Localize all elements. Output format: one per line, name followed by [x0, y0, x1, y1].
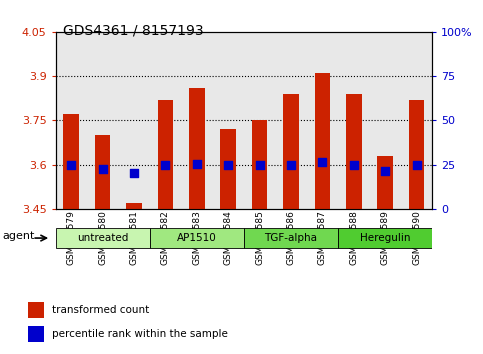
- Point: [256, 162, 264, 167]
- FancyBboxPatch shape: [150, 228, 244, 249]
- Point: [68, 162, 75, 167]
- Bar: [126, 203, 142, 209]
- Point: [350, 162, 357, 167]
- Bar: [28, 326, 44, 342]
- Point: [193, 161, 201, 167]
- FancyBboxPatch shape: [56, 228, 150, 249]
- Point: [319, 159, 327, 165]
- Point: [287, 162, 295, 167]
- FancyBboxPatch shape: [338, 228, 432, 249]
- Text: GDS4361 / 8157193: GDS4361 / 8157193: [63, 23, 203, 37]
- FancyBboxPatch shape: [244, 228, 338, 249]
- Bar: [377, 156, 393, 209]
- Bar: [220, 129, 236, 209]
- Bar: [283, 94, 299, 209]
- Text: transformed count: transformed count: [53, 305, 150, 315]
- Point: [130, 170, 138, 176]
- Point: [99, 166, 107, 172]
- Text: Heregulin: Heregulin: [360, 233, 411, 243]
- Bar: [28, 302, 44, 318]
- Bar: [252, 120, 268, 209]
- Text: untreated: untreated: [77, 233, 128, 243]
- Point: [412, 162, 420, 167]
- Text: agent: agent: [3, 231, 35, 241]
- Bar: [95, 135, 111, 209]
- Text: AP1510: AP1510: [177, 233, 217, 243]
- Point: [161, 162, 170, 167]
- Bar: [409, 100, 425, 209]
- Point: [224, 162, 232, 168]
- Bar: [63, 114, 79, 209]
- Bar: [346, 94, 362, 209]
- Text: TGF-alpha: TGF-alpha: [265, 233, 317, 243]
- Bar: [157, 100, 173, 209]
- Point: [382, 168, 389, 174]
- Bar: [314, 73, 330, 209]
- Bar: [189, 88, 205, 209]
- Text: percentile rank within the sample: percentile rank within the sample: [53, 329, 228, 339]
